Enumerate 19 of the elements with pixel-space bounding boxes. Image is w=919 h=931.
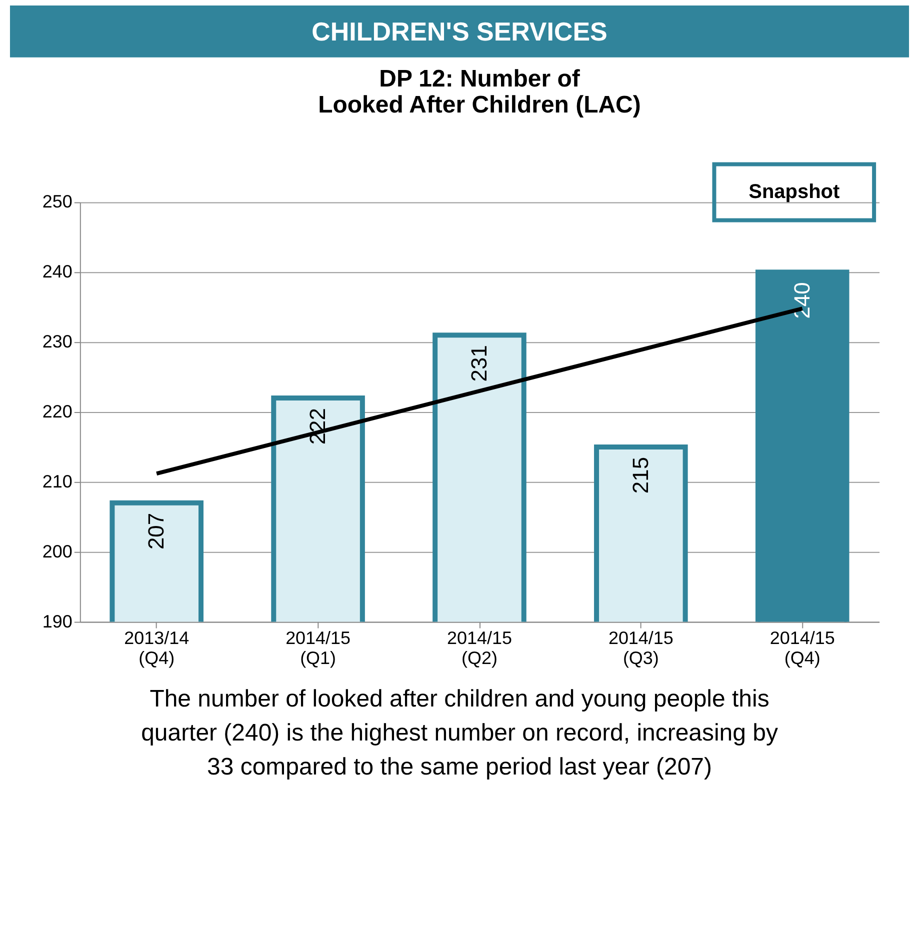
data-label: 231 xyxy=(466,345,492,382)
annotation: Snapshot xyxy=(748,181,840,204)
data-label: 215 xyxy=(628,456,653,494)
y-tick-label: 190 xyxy=(42,611,72,632)
chart-subtitle: DP 12: Number of Looked After Children (LAC) xyxy=(318,65,641,118)
x-tick-label: 2014/15 (Q4) xyxy=(770,628,835,668)
x-tick-label: 2014/15 (Q3) xyxy=(608,628,674,668)
y-tick-label: 200 xyxy=(42,541,72,562)
y-tick-label: 250 xyxy=(42,192,72,212)
y-tick-label: 230 xyxy=(42,332,72,352)
x-tick-label: 2013/14 (Q4) xyxy=(124,628,190,668)
y-tick-label: 240 xyxy=(42,262,72,282)
y-tick-label: 210 xyxy=(42,471,72,492)
x-tick-label: 2014/15 (Q1) xyxy=(286,628,351,668)
chart-title: CHILDREN'S SERVICES xyxy=(312,16,608,46)
x-tick-label: 2014/15 (Q2) xyxy=(447,628,512,668)
data-label: 207 xyxy=(144,512,169,550)
y-tick-label: 220 xyxy=(42,401,72,422)
text: The number of looked after children and young people this quarter (240) is the highest number on record, increasing by 33 compared to the same period last year (207) xyxy=(141,686,778,781)
